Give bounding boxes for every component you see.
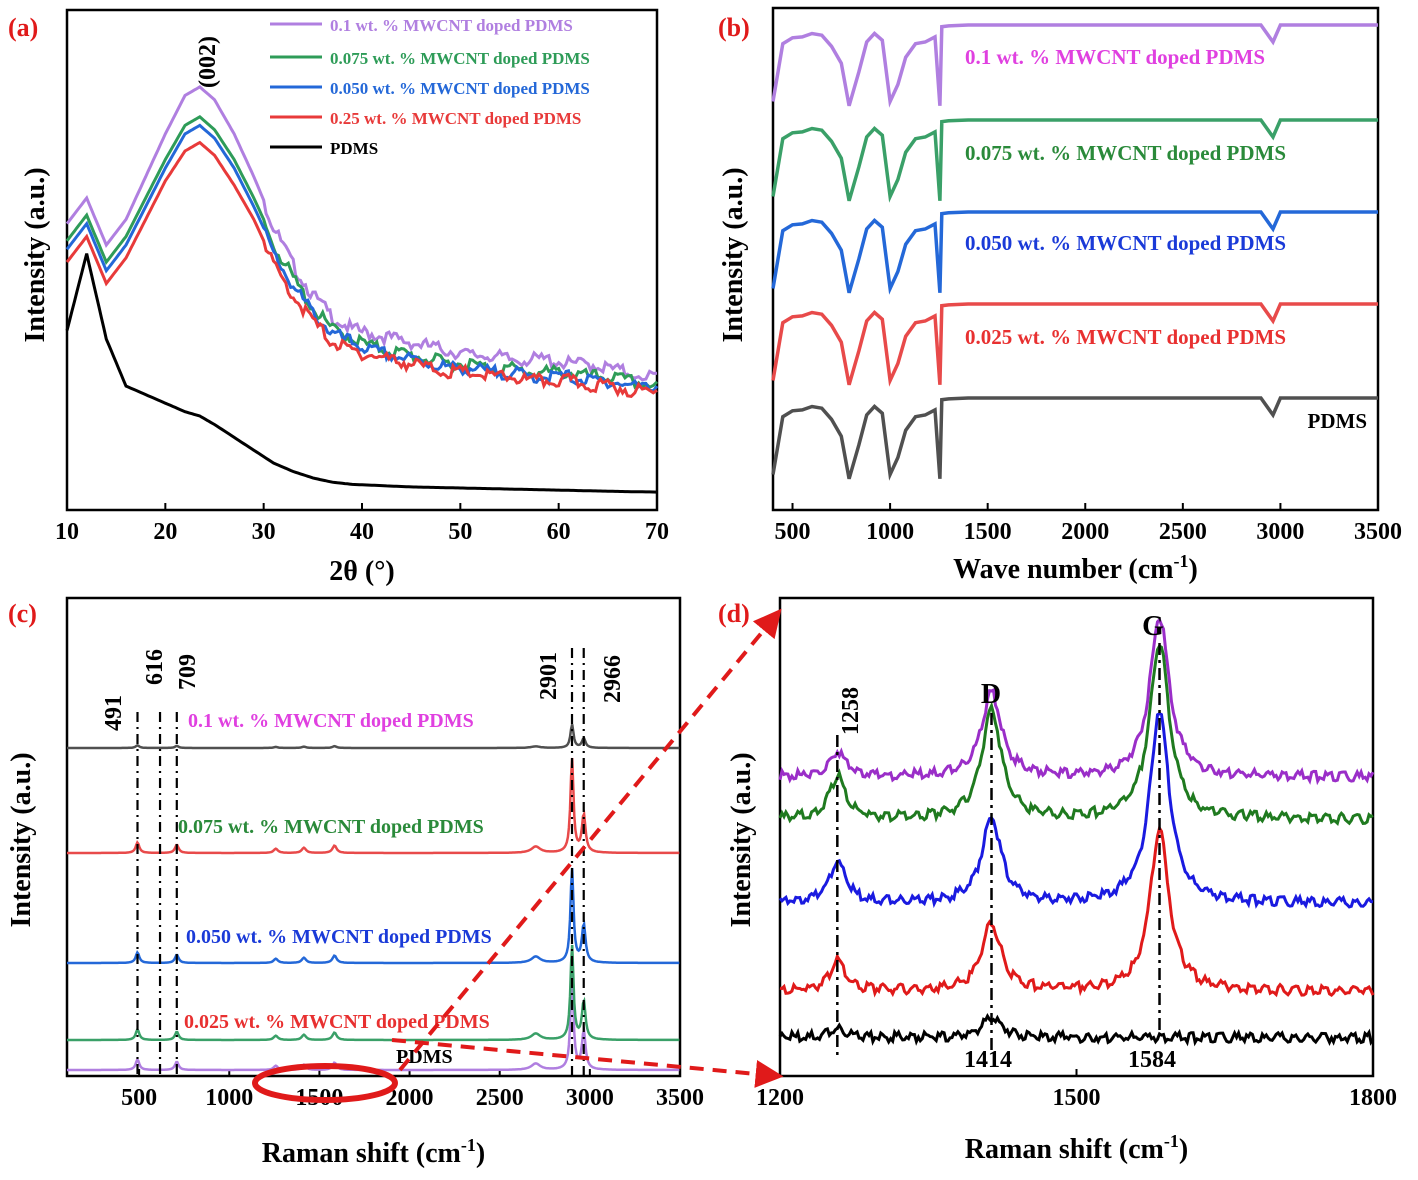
series-label: 0.075 wt. % MWCNT doped PDMS <box>965 141 1286 165</box>
series-line <box>67 757 680 855</box>
series-line <box>67 944 680 1042</box>
series-label: PDMS <box>396 1046 453 1068</box>
x-axis-label: Raman shift (cm-1) <box>262 1135 485 1169</box>
series-label: PDMS <box>1308 409 1368 433</box>
series-label: 0.1 wt. % MWCNT doped PDMS <box>188 710 474 732</box>
x-tick-label: 2500 <box>476 1085 524 1111</box>
x-tick-label: 3000 <box>566 1085 614 1111</box>
x-tick-label: 500 <box>775 519 811 545</box>
series-line <box>67 724 680 750</box>
legend-entry: 0.25 wt. % MWCNT doped PDMS <box>330 109 581 128</box>
plot-frame <box>778 596 1375 1078</box>
peak-marker-label: 491 <box>101 695 127 731</box>
x-axis-label-end: ) <box>1179 1134 1188 1165</box>
legend-entry: 0.075 wt. % MWCNT doped PDMS <box>330 49 590 68</box>
plot-frame <box>771 6 1380 512</box>
x-axis-label-sup: -1 <box>1164 1131 1179 1151</box>
series-line <box>771 118 1378 203</box>
x-tick-label: 3000 <box>1256 519 1304 545</box>
series-line <box>771 23 1378 108</box>
legend-entry: 0.050 wt. % MWCNT doped PDMS <box>330 79 590 98</box>
y-axis-label-b: Intensity (a.u.) <box>718 167 749 342</box>
panel-label-b: (b) <box>718 13 750 42</box>
series-line <box>65 123 659 393</box>
x-tick-label: 1500 <box>964 519 1012 545</box>
x-tick-label: 40 <box>350 519 374 545</box>
x-tick-label: 1000 <box>866 519 914 545</box>
chart-b: 500 1000 1500 2000 2500 3000 3500 Wave number (… <box>771 6 1402 585</box>
x-tick-label: 1500 <box>1053 1085 1101 1111</box>
peak-label-1584: 1584 <box>1128 1047 1176 1073</box>
x-tick-label: 70 <box>645 519 669 545</box>
x-tick-label: 2500 <box>1159 519 1207 545</box>
y-axis-label-d: Intensity (a.u.) <box>726 752 757 927</box>
series-line <box>779 824 1375 998</box>
series-label: 0.075 wt. % MWCNT doped PDMS <box>178 816 484 838</box>
peak-label-1258: 1258 <box>838 687 864 735</box>
x-tick-label: 50 <box>448 519 472 545</box>
series-line <box>778 617 1375 786</box>
annotation-002: (002) <box>195 36 221 88</box>
peak-label-1414: 1414 <box>964 1047 1012 1073</box>
panel-label-c: (c) <box>8 599 37 628</box>
x-tick-label: 2000 <box>1061 519 1109 545</box>
legend-entry: 0.1 wt. % MWCNT doped PDMS <box>330 16 573 35</box>
series-label: 0.050 wt. % MWCNT doped PDMS <box>186 926 492 948</box>
series-label: 0.025 wt. % MWCNT doped PDMS <box>184 1011 490 1033</box>
x-axis-label-end: ) <box>476 1138 485 1169</box>
panel-label-d: (d) <box>718 599 750 628</box>
chart-d: 1200 1500 1800 Raman shift (cm-1) 1258 D G 1414… <box>756 596 1397 1165</box>
x-tick-label: 20 <box>153 519 177 545</box>
x-tick-label: 3500 <box>1354 519 1402 545</box>
x-axis-label: Wave number (cm-1) <box>953 551 1198 585</box>
peak-marker-label: 709 <box>175 654 201 690</box>
plot-frame <box>65 596 682 1078</box>
series-label: 0.025 wt. % MWCNT doped PDMS <box>965 325 1286 349</box>
zoom-region-ellipse <box>252 1063 398 1103</box>
series-line <box>65 85 658 382</box>
series-label: 0.050 wt. % MWCNT doped PDMS <box>965 231 1286 255</box>
panel-label-a: (a) <box>8 13 38 42</box>
series-line <box>771 210 1378 295</box>
chart-a: 10 20 30 40 50 60 70 2θ (°) <box>55 8 669 587</box>
series-line <box>67 867 680 965</box>
series-line <box>65 140 658 398</box>
x-tick-label: 500 <box>121 1085 157 1111</box>
y-axis-label-a: Intensity (a.u.) <box>20 167 51 342</box>
peak-label-G: G <box>1142 611 1164 642</box>
x-tick-label: 1800 <box>1349 1085 1397 1111</box>
series-label: 0.1 wt. % MWCNT doped PDMS <box>965 45 1265 69</box>
x-axis-label-end: ) <box>1189 554 1198 585</box>
x-axis-label: 2θ (°) <box>329 556 394 587</box>
legend-entry: PDMS <box>330 139 378 158</box>
x-tick-label: 30 <box>252 519 276 545</box>
series-line <box>771 396 1378 481</box>
series-line <box>778 643 1374 827</box>
peak-marker-label: 616 <box>142 649 168 685</box>
peak-marker-label: 2966 <box>600 655 626 703</box>
x-tick-label: 10 <box>55 519 79 545</box>
x-axis-label: Raman shift (cm-1) <box>965 1131 1188 1165</box>
y-axis-label-c: Intensity (a.u.) <box>6 752 37 927</box>
x-tick-label: 3500 <box>656 1085 704 1111</box>
x-tick-label: 1000 <box>205 1085 253 1111</box>
peak-label-D: D <box>981 679 1001 710</box>
zoom-arrow-bottom <box>391 1038 784 1088</box>
series-line <box>771 302 1378 387</box>
zoom-arrow-top <box>398 608 782 1072</box>
x-tick-label: 1200 <box>756 1085 804 1111</box>
series-line <box>778 1012 1375 1047</box>
x-axis-label-sup: -1 <box>461 1135 476 1155</box>
series-line <box>65 253 658 494</box>
series-line <box>778 711 1374 910</box>
x-axis-label-sup: -1 <box>1174 551 1189 571</box>
legend-a: 0.1 wt. % MWCNT doped PDMS 0.075 wt. % M… <box>270 16 590 158</box>
peak-marker-label: 2901 <box>536 652 562 700</box>
x-tick-label: 60 <box>547 519 571 545</box>
